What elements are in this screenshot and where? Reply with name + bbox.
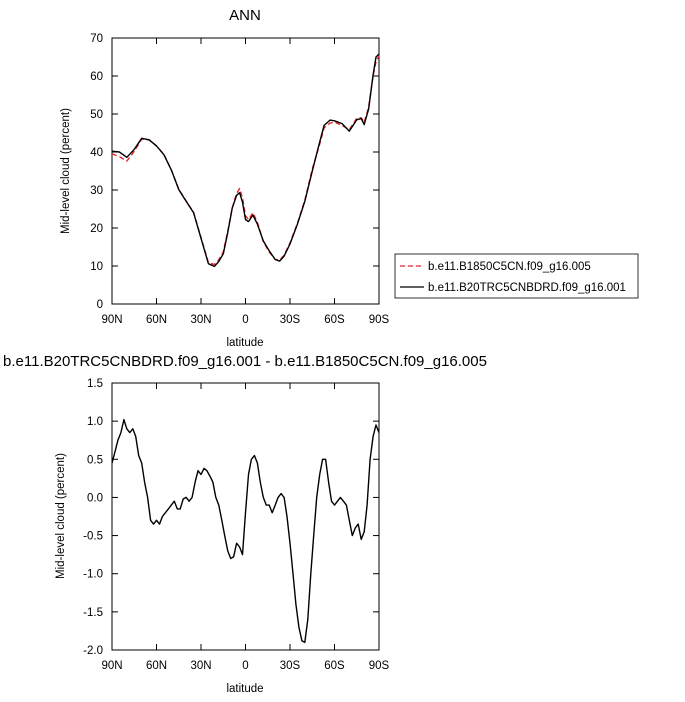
x-tick-label: 60S <box>324 314 345 326</box>
chart-title-difference: b.e11.B20TRC5CNBDRD.f09_g16.001 - b.e11.… <box>3 353 487 370</box>
y-tick-label: 0.0 <box>87 492 103 504</box>
y-tick-label: 0.5 <box>87 454 103 466</box>
x-tick-label: 30N <box>190 660 211 672</box>
plot-area-difference: 90N 60N 30N 0 30S 60S 90S -2.0 -1.5 -1.0 -0.5 0.0 0.… <box>83 378 389 672</box>
x-tick-label: 90S <box>369 660 390 672</box>
y-tick-label: 1.5 <box>87 378 103 390</box>
y-tick-label: 20 <box>90 223 103 235</box>
y-tick-label: -1.5 <box>83 607 103 619</box>
y-tick-label: -2.0 <box>83 645 103 657</box>
y-axis-label: Mid-level cloud (percent) <box>60 108 72 234</box>
chart-title: ANN <box>229 7 261 24</box>
y-tick-label: 40 <box>90 147 103 159</box>
x-tick-label: 0 <box>242 660 248 672</box>
series-line-1 <box>111 55 380 266</box>
legend: b.e11.B1850C5CN.f09_g16.005 b.e11.B20TRC… <box>394 253 639 299</box>
y-tick-label: 70 <box>90 33 103 45</box>
plot-frame <box>111 37 380 305</box>
y-tick-label: 30 <box>90 185 103 197</box>
y-tick-label: 60 <box>90 71 103 83</box>
mean-cloud-panel: ANN 90N 60N 30N 0 30S 60S 90S 0 10 20 30 40 50 60 70 M… <box>60 7 639 349</box>
difference-panel: b.e11.B20TRC5CNBDRD.f09_g16.001 - b.e11.… <box>3 353 487 695</box>
y-tick-label: 10 <box>90 261 103 273</box>
y-tick-label: 50 <box>90 109 103 121</box>
x-axis-label: latitude <box>226 337 263 349</box>
legend-label-series-2: b.e11.B20TRC5CNBDRD.f09_g16.001 <box>428 282 626 294</box>
x-tick-label: 0 <box>242 314 248 326</box>
x-tick-label: 30S <box>280 314 301 326</box>
y-tick-label: -0.5 <box>83 531 103 543</box>
x-tick-label: 90S <box>369 314 390 326</box>
y-tick-label: 0 <box>97 299 103 311</box>
x-tick-label: 60S <box>324 660 345 672</box>
x-tick-label: 60N <box>146 660 167 672</box>
plot-area: 90N 60N 30N 0 30S 60S 90S 0 10 20 30 40 50 60 70 <box>90 33 389 326</box>
x-tick-label: 30S <box>280 660 301 672</box>
y-tick-label: -1.0 <box>83 569 103 581</box>
series-line-2 <box>111 53 380 268</box>
legend-label-series-1: b.e11.B1850C5CN.f09_g16.005 <box>428 261 591 273</box>
x-tick-label: 90N <box>101 660 122 672</box>
x-tick-label: 60N <box>146 314 167 326</box>
series-line-1 <box>111 418 380 644</box>
x-axis-label-difference: latitude <box>226 683 263 695</box>
legend-box <box>394 253 639 299</box>
x-tick-label: 90N <box>101 314 122 326</box>
y-tick-label: 1.0 <box>87 416 103 428</box>
y-axis-label-difference: Mid-level cloud (percent) <box>55 453 67 579</box>
x-tick-label: 30N <box>190 314 211 326</box>
